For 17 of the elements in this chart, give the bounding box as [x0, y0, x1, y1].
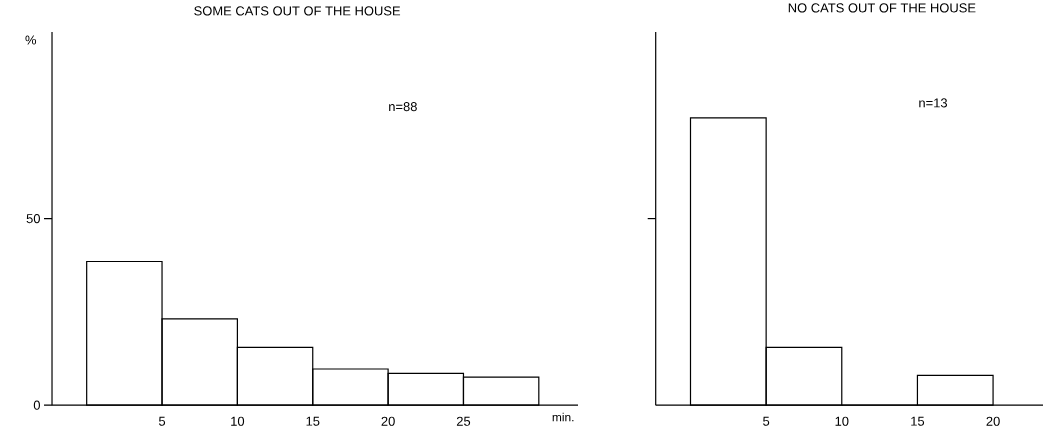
x-tick-label: 10: [231, 416, 245, 426]
y-tick-label: 50: [26, 213, 40, 223]
x-tick-label: 10: [835, 416, 849, 426]
x-tick-label: 5: [763, 416, 770, 426]
annotation: n=13: [919, 98, 948, 108]
chart-title: SOME CATS OUT OF THE HOUSE: [194, 6, 401, 16]
chart-title: NO CATS OUT OF THE HOUSE: [788, 3, 976, 13]
y-axis-title: %: [25, 35, 37, 45]
x-tick-label: 15: [911, 416, 925, 426]
annotation: n=88: [389, 101, 417, 112]
x-axis-title: min.: [552, 412, 574, 422]
x-tick-label: 20: [986, 416, 1000, 426]
x-tick-label: 25: [456, 416, 471, 426]
y-tick-label: 0: [33, 400, 40, 410]
x-tick-label: 20: [381, 416, 395, 426]
x-tick-label: 15: [306, 416, 320, 426]
x-tick-label: 5: [158, 416, 166, 426]
